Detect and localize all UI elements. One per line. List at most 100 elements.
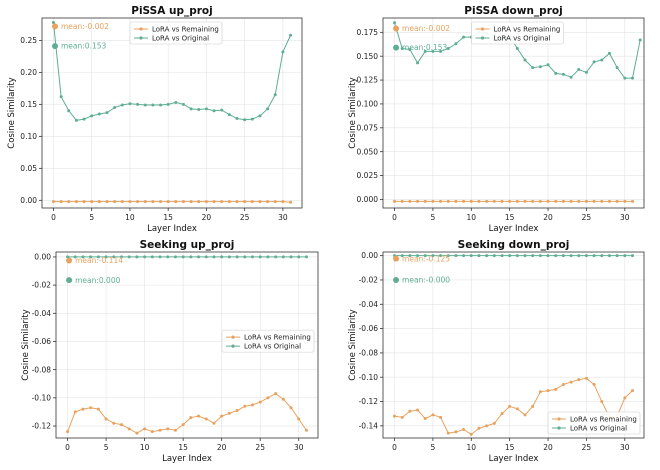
data-point-remaining <box>600 199 604 203</box>
data-point-original <box>546 254 550 258</box>
y-tick-label: 0.05 <box>20 164 37 173</box>
y-tick-label: 0.100 <box>357 100 379 109</box>
data-point-original <box>235 116 239 120</box>
legend-label: LoRA vs Remaining <box>244 334 311 342</box>
data-point-original <box>607 254 611 258</box>
data-point-remaining <box>204 417 208 421</box>
data-point-original <box>159 103 163 107</box>
data-point-original <box>151 103 155 107</box>
data-point-remaining <box>158 428 162 432</box>
data-point-original <box>51 20 55 24</box>
data-point-original <box>546 63 550 67</box>
legend-marker-remaining <box>480 27 485 31</box>
data-point-original <box>143 103 147 107</box>
data-point-remaining <box>227 200 231 204</box>
data-point-remaining <box>120 200 124 204</box>
legend-marker-original <box>557 426 561 430</box>
data-point-remaining <box>120 423 123 427</box>
data-point-remaining <box>204 200 208 204</box>
data-point-remaining <box>51 200 55 204</box>
y-axis-label: Cosine Similarity <box>348 309 358 380</box>
data-point-original <box>266 107 270 111</box>
data-point-remaining <box>615 199 619 203</box>
data-point-remaining <box>561 199 565 203</box>
y-tick-label: -0.14 <box>359 421 379 430</box>
data-point-remaining <box>515 199 519 203</box>
data-point-remaining <box>469 199 473 203</box>
x-tick-label: 10 <box>467 443 477 452</box>
data-point-original <box>220 108 224 112</box>
data-point-original <box>577 68 581 72</box>
plot-frame <box>41 17 303 209</box>
chart-title: PiSSA up_proj <box>131 5 212 17</box>
data-point-original <box>431 49 435 53</box>
data-point-remaining <box>197 200 201 204</box>
legend-label: LoRA vs Remaining <box>152 26 219 34</box>
data-point-remaining <box>227 411 231 415</box>
data-point-original <box>81 255 85 259</box>
data-point-remaining <box>469 432 473 436</box>
mean-marker-remaining <box>393 255 400 262</box>
mean-marker-original <box>52 43 58 50</box>
data-point-original <box>82 117 86 121</box>
data-point-original <box>492 254 496 258</box>
data-point-original <box>393 21 397 25</box>
y-tick-label: -0.04 <box>359 300 379 309</box>
data-point-original <box>454 254 458 258</box>
data-point-remaining <box>266 396 270 400</box>
data-point-remaining <box>423 417 427 421</box>
data-point-remaining <box>500 199 504 203</box>
data-point-remaining <box>289 200 293 204</box>
y-tick-label: 0.15 <box>20 100 37 109</box>
data-point-original <box>158 255 162 259</box>
data-point-original <box>607 51 611 55</box>
chart-title: Seeking down_proj <box>458 239 570 251</box>
data-point-original <box>538 65 542 69</box>
mean-annotation: mean:-0.125 <box>402 254 450 263</box>
data-point-original <box>143 255 147 259</box>
data-point-remaining <box>500 412 504 416</box>
plot-frame <box>55 251 319 439</box>
x-tick-label: 5 <box>89 213 94 222</box>
data-point-original <box>266 255 270 259</box>
data-point-remaining <box>416 408 420 412</box>
data-point-remaining <box>630 199 634 203</box>
y-tick-label: 0.125 <box>357 76 379 85</box>
y-tick-label: 0.075 <box>357 123 379 132</box>
data-point-original <box>136 102 140 106</box>
data-point-original <box>258 255 262 259</box>
data-point-original <box>289 255 293 259</box>
data-point-remaining <box>281 397 285 401</box>
data-point-remaining <box>408 409 412 413</box>
legend-label: LoRA vs Original <box>570 425 627 433</box>
data-point-remaining <box>485 424 489 428</box>
data-point-original <box>90 114 94 118</box>
x-tick-label: 25 <box>582 213 592 222</box>
data-point-remaining <box>477 199 481 203</box>
data-point-remaining <box>105 200 109 204</box>
plot-frame <box>382 17 645 209</box>
x-axis-label: Layer Index <box>489 224 539 234</box>
data-point-remaining <box>600 400 604 404</box>
y-tick-label: -0.06 <box>32 337 52 346</box>
data-point-original <box>592 254 596 258</box>
legend-box <box>471 21 564 45</box>
x-tick-label: 30 <box>620 443 630 452</box>
data-point-original <box>204 255 208 259</box>
y-tick-label: 0.175 <box>357 28 379 37</box>
data-point-original <box>251 255 254 259</box>
data-point-remaining <box>136 200 140 204</box>
data-point-original <box>304 255 308 259</box>
data-point-remaining <box>73 410 77 414</box>
data-point-original <box>400 254 404 258</box>
data-point-original <box>431 254 435 258</box>
legend-marker-original <box>480 36 485 40</box>
data-point-remaining <box>393 414 397 418</box>
y-tick-label: 0.050 <box>357 147 379 156</box>
y-axis-label: Cosine Similarity <box>21 309 31 380</box>
data-point-remaining <box>166 200 170 204</box>
data-point-original <box>173 255 177 259</box>
data-point-remaining <box>174 200 178 204</box>
data-point-remaining <box>462 427 466 431</box>
